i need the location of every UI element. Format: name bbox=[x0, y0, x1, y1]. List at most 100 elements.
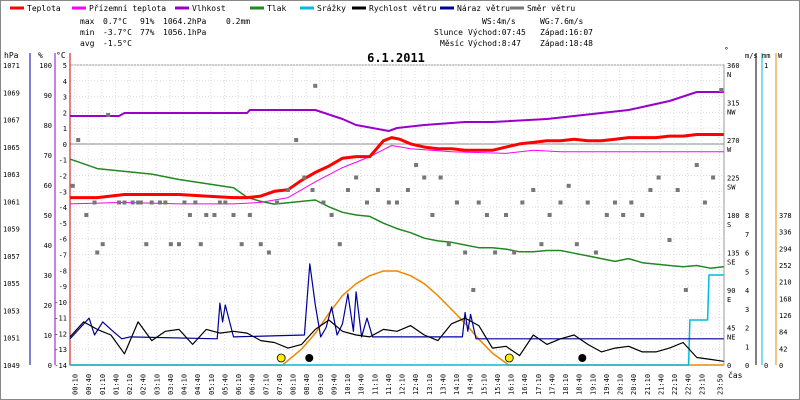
tick-percent-10: 0 bbox=[48, 362, 52, 370]
tick-ms-3: 5 bbox=[745, 268, 749, 276]
wind-dir-point bbox=[675, 188, 680, 192]
tick-percent-3: 70 bbox=[44, 152, 52, 160]
tick-direction-7: 45 bbox=[727, 325, 735, 333]
x-axis-label: čas bbox=[728, 370, 743, 380]
tick-hpa-11: 1049 bbox=[3, 362, 20, 370]
wind-dir-point bbox=[286, 188, 290, 192]
tick-celsius-5: 0 bbox=[63, 141, 67, 149]
wind-dir-point bbox=[405, 188, 410, 192]
x-tick-32: 16:10 bbox=[508, 374, 516, 395]
wind-dir-point bbox=[484, 213, 489, 217]
marker-sunrise bbox=[276, 353, 286, 363]
wind-dir-point bbox=[422, 175, 427, 180]
wind-ws: WS:4m/s bbox=[482, 17, 516, 26]
wind-dir-point bbox=[212, 213, 217, 217]
wind-dir-point bbox=[95, 250, 100, 255]
wind-dir-point bbox=[667, 238, 672, 242]
wind-dir-point bbox=[702, 200, 707, 205]
x-tick-5: 02:40 bbox=[140, 374, 148, 395]
tick-percent-0: 100 bbox=[39, 62, 52, 70]
tick-watt-4: 210 bbox=[779, 279, 792, 287]
tick-celsius-14: -9 bbox=[59, 283, 67, 291]
wind-dir-point bbox=[354, 175, 359, 180]
wind-dir-point bbox=[656, 175, 661, 180]
tick-percent-1: 90 bbox=[44, 92, 52, 100]
wind-dir-point bbox=[122, 200, 127, 205]
x-tick-28: 14:10 bbox=[453, 374, 461, 395]
tick-watt-3: 252 bbox=[779, 262, 792, 270]
x-tick-25: 12:40 bbox=[412, 374, 420, 395]
stats-temp-2: -1.5°C bbox=[103, 39, 132, 48]
wind-dir-point bbox=[463, 250, 468, 255]
tick-direction-6: 90 bbox=[727, 287, 735, 295]
wind-dir-point bbox=[694, 163, 699, 167]
x-tick-30: 15:10 bbox=[480, 374, 488, 395]
wind-dir-point bbox=[558, 200, 563, 205]
tick-hpa-10: 1051 bbox=[3, 335, 20, 343]
wind-dir-point bbox=[247, 213, 252, 217]
x-tick-31: 15:40 bbox=[494, 374, 502, 395]
wind-dir-point bbox=[76, 138, 81, 142]
wind-dir-point bbox=[531, 188, 536, 192]
tick-percent-8: 20 bbox=[44, 302, 52, 310]
x-tick-19: 09:40 bbox=[330, 374, 338, 395]
tick-mm-1: 0 bbox=[764, 362, 768, 370]
legend-label-7: Směr větru bbox=[527, 4, 575, 13]
wind-dir-point bbox=[476, 200, 481, 205]
series-teplota bbox=[70, 133, 724, 200]
x-tick-44: 22:10 bbox=[671, 374, 679, 395]
tick-compass-4: S bbox=[727, 221, 731, 229]
x-tick-36: 18:10 bbox=[562, 374, 570, 395]
wind-dir-point bbox=[198, 242, 203, 247]
wind-dir-point bbox=[204, 213, 209, 217]
wind-dir-point bbox=[130, 200, 135, 205]
wind-dir-point bbox=[504, 213, 508, 217]
wind-wg: WG:7.6m/s bbox=[540, 17, 584, 26]
wind-dir-point bbox=[520, 200, 525, 205]
legend-label-2: Vlhkost bbox=[192, 4, 226, 13]
x-tick-40: 20:10 bbox=[617, 374, 625, 395]
tick-celsius-16: -11 bbox=[54, 315, 67, 323]
wind-dir-point bbox=[574, 242, 579, 247]
wind-dir-point bbox=[310, 188, 315, 192]
wind-dir-point bbox=[187, 213, 192, 217]
tick-celsius-1: 4 bbox=[63, 78, 67, 86]
wind-dir-point bbox=[329, 213, 334, 217]
tick-celsius-18: -13 bbox=[54, 346, 67, 354]
tick-compass-6: E bbox=[727, 296, 731, 304]
stats-rain-0: 0.2mm bbox=[226, 17, 250, 26]
tick-watt-5: 168 bbox=[779, 295, 792, 303]
stats-temp-0: 0.7°C bbox=[103, 17, 127, 26]
tick-hpa-1: 1069 bbox=[3, 89, 20, 97]
tick-hpa-8: 1055 bbox=[3, 280, 20, 288]
wind-dir-point bbox=[566, 183, 571, 188]
x-tick-22: 11:10 bbox=[371, 374, 379, 395]
x-tick-7: 03:40 bbox=[167, 374, 175, 395]
tick-ms-0: 8 bbox=[745, 212, 749, 220]
wind-dir-point bbox=[138, 200, 143, 205]
wind-dir-point bbox=[711, 175, 716, 180]
wind-dir-point bbox=[70, 183, 75, 188]
legend-label-6: Náraz větru bbox=[457, 4, 510, 13]
wind-dir-point bbox=[585, 200, 590, 205]
wind-dir-point bbox=[613, 200, 617, 205]
tick-hpa-3: 1065 bbox=[3, 144, 20, 152]
tick-hpa-5: 1061 bbox=[3, 198, 20, 206]
stats-hum-1: 77% bbox=[140, 28, 155, 37]
x-tick-0: 00:10 bbox=[72, 374, 80, 395]
tick-percent-5: 50 bbox=[44, 212, 52, 220]
wind-dir-point bbox=[258, 242, 263, 247]
wind-dir-point bbox=[182, 200, 187, 205]
wind-dir-point bbox=[604, 213, 609, 217]
tick-direction-8: 0 bbox=[727, 362, 731, 370]
legend-label-0: Teplota bbox=[27, 4, 61, 13]
wind-dir-point bbox=[386, 200, 391, 205]
axis-unit-watt: W bbox=[778, 52, 783, 60]
wind-dir-point bbox=[640, 213, 645, 217]
tick-hpa-2: 1067 bbox=[3, 117, 20, 125]
legend-label-3: Tlak bbox=[267, 4, 286, 13]
x-tick-10: 05:10 bbox=[208, 374, 216, 395]
tick-celsius-9: -4 bbox=[59, 204, 67, 212]
tick-direction-4: 180 bbox=[727, 212, 740, 220]
wind-dir-point bbox=[313, 83, 318, 88]
